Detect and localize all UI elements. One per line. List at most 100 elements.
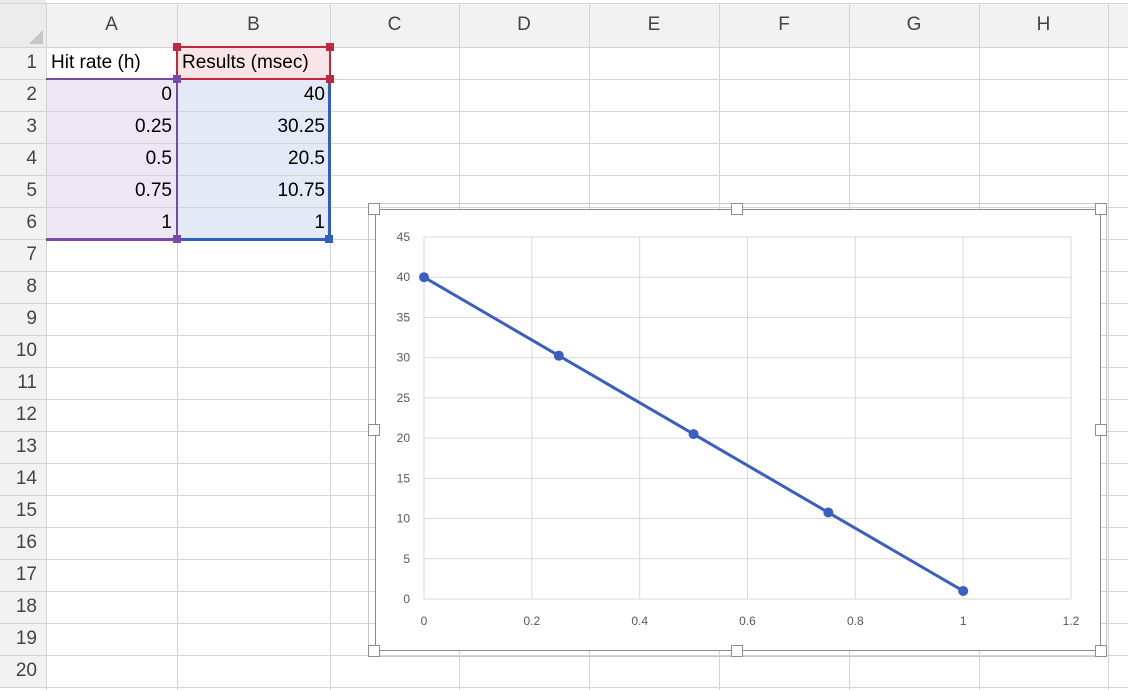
cell-b3[interactable]: 30.25	[277, 116, 325, 137]
cell-b5[interactable]: 10.75	[277, 180, 325, 201]
y-tick-label: 15	[397, 471, 411, 485]
row-header-19[interactable]: 19	[0, 623, 46, 655]
cell-a6[interactable]: 1	[161, 212, 172, 233]
chart-handle-top-left[interactable]	[368, 203, 380, 215]
chart-handle-bottom-left[interactable]	[368, 645, 380, 657]
row-header-12[interactable]: 12	[0, 399, 46, 431]
chart-handle-bottom-right[interactable]	[1095, 645, 1107, 657]
cell-b2[interactable]: 40	[303, 84, 325, 105]
row-header-16[interactable]: 16	[0, 527, 46, 559]
y-range-bottom-border	[177, 238, 330, 241]
row-gridline	[0, 47, 1128, 48]
column-header-g[interactable]: G	[849, 3, 979, 47]
row-header-6[interactable]: 6	[0, 207, 46, 239]
row-header-8[interactable]: 8	[0, 271, 46, 303]
x-tick-label: 0	[421, 614, 428, 628]
column-header-h[interactable]: H	[979, 3, 1108, 47]
row-gridline	[0, 687, 1128, 688]
y-tick-label: 5	[403, 552, 410, 566]
x-range-right-border	[176, 79, 178, 239]
select-all-corner[interactable]	[0, 0, 46, 47]
row-gridline	[0, 207, 1128, 208]
row-gridline	[0, 111, 1128, 112]
x-range-top-border	[46, 78, 177, 80]
row-header-9[interactable]: 9	[0, 303, 46, 335]
cell-a2[interactable]: 0	[161, 84, 172, 105]
column-header-partial[interactable]	[1108, 3, 1128, 47]
chart-handle-middle-right[interactable]	[1095, 424, 1107, 436]
column-gridline	[177, 3, 178, 690]
row-header-7[interactable]: 7	[0, 239, 46, 271]
x-tick-label: 1.2	[1063, 614, 1080, 628]
header-range-handle-tr[interactable]	[326, 43, 334, 51]
chart-plot-svg: 0 5 10 15 20 25 30 35 40 45 0 0.2 0.4 0.6 0.8 1 1.2	[397, 230, 1080, 628]
column-header-c[interactable]: C	[330, 3, 459, 47]
y-tick-label: 40	[397, 270, 411, 284]
y-tick-label: 45	[397, 230, 411, 244]
chart-handle-top-right[interactable]	[1095, 203, 1107, 215]
y-tick-label: 20	[397, 431, 411, 445]
column-header-f[interactable]: F	[719, 3, 849, 47]
y-range-handle-br[interactable]	[325, 235, 333, 243]
cell-a4[interactable]: 0.5	[145, 148, 172, 169]
header-range-shade	[177, 47, 330, 79]
row-gridline	[0, 143, 1128, 144]
column-header-e[interactable]: E	[589, 3, 719, 47]
scatter-chart[interactable]: 0 5 10 15 20 25 30 35 40 45 0 0.2 0.4 0.6 0.8 1 1.2	[375, 209, 1101, 651]
row-gridline	[0, 79, 1128, 80]
x-tick-label: 0.2	[523, 614, 540, 628]
header-range-handle-br[interactable]	[326, 75, 334, 83]
x-tick-label: 0.6	[739, 614, 756, 628]
x-tick-label: 0.8	[847, 614, 864, 628]
row-gridline	[0, 655, 1128, 656]
row-header-18[interactable]: 18	[0, 591, 46, 623]
data-point	[553, 350, 564, 361]
row-header-2[interactable]: 2	[0, 79, 46, 111]
column-header-d[interactable]: D	[459, 3, 589, 47]
header-range-top-border	[177, 46, 330, 48]
header-range-right-border	[329, 46, 331, 79]
cell-a5[interactable]: 0.75	[135, 180, 172, 201]
y-tick-label: 10	[397, 512, 411, 526]
row-header-1[interactable]: 1	[0, 47, 46, 79]
data-point	[823, 507, 834, 518]
y-range-right-border	[328, 79, 331, 239]
x-tick-label: 1	[960, 614, 967, 628]
row-header-4[interactable]: 4	[0, 143, 46, 175]
column-header-a[interactable]: A	[46, 3, 177, 47]
y-tick-label: 35	[397, 310, 411, 324]
chart-handle-bottom-middle[interactable]	[731, 645, 743, 657]
row-header-3[interactable]: 3	[0, 111, 46, 143]
y-tick-label: 0	[403, 592, 410, 606]
chart-handle-top-middle[interactable]	[731, 203, 743, 215]
row-header-15[interactable]: 15	[0, 495, 46, 527]
cell-a3[interactable]: 0.25	[135, 116, 172, 137]
y-tick-label: 25	[397, 391, 411, 405]
select-all-triangle-icon	[29, 30, 43, 44]
x-range-shade	[46, 79, 177, 239]
y-tick-label: 30	[397, 351, 411, 365]
row-gridline	[0, 175, 1128, 176]
row-header-11[interactable]: 11	[0, 367, 46, 399]
row-header-13[interactable]: 13	[0, 431, 46, 463]
data-point	[958, 585, 969, 596]
row-header-5[interactable]: 5	[0, 175, 46, 207]
chart-handle-middle-left[interactable]	[368, 424, 380, 436]
row-header-20[interactable]: 20	[0, 655, 46, 687]
cell-b6[interactable]: 1	[314, 212, 325, 233]
column-header-b[interactable]: B	[177, 3, 330, 47]
cell-b1[interactable]: Results (msec)	[182, 52, 309, 73]
row-header-14[interactable]: 14	[0, 463, 46, 495]
x-range-handle-tr[interactable]	[173, 75, 181, 83]
cell-b4[interactable]: 20.5	[288, 148, 325, 169]
column-gridline	[1108, 3, 1109, 690]
header-range-left-border	[176, 46, 178, 79]
x-range-bottom-border	[46, 238, 177, 241]
row-header-17[interactable]: 17	[0, 559, 46, 591]
x-tick-label: 0.4	[631, 614, 648, 628]
cell-a1[interactable]: Hit rate (h)	[51, 52, 141, 73]
row-header-10[interactable]: 10	[0, 335, 46, 367]
header-range-handle-tl[interactable]	[173, 43, 181, 51]
x-range-handle-br[interactable]	[173, 235, 181, 243]
column-gridline	[330, 3, 331, 690]
